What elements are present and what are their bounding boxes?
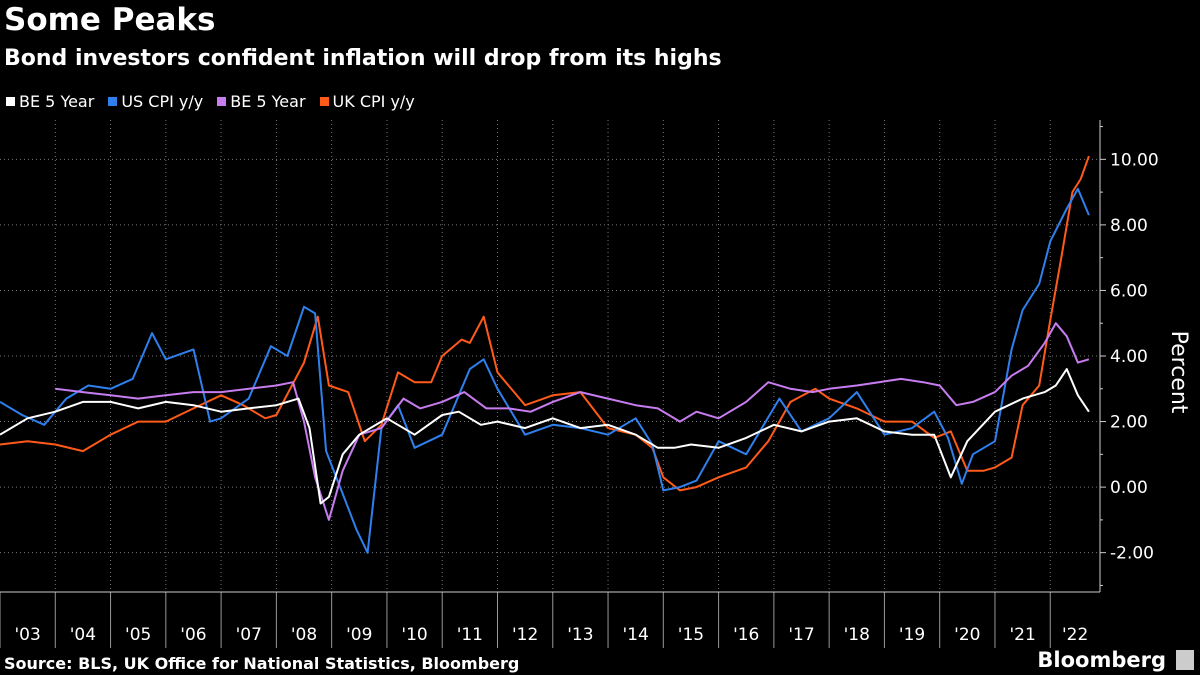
y-tick-label: -2.00 [1110, 544, 1154, 564]
series-line-uk-cpi-y-y-3 [0, 155, 1090, 492]
x-tick-label: '17 [788, 625, 814, 645]
x-tick-label: '09 [346, 625, 372, 645]
series-line-be-5-year-0 [0, 368, 1090, 505]
y-tick-label: 8.00 [1110, 216, 1148, 236]
y-tick-label: 4.00 [1110, 347, 1148, 367]
x-tick-label: '06 [180, 625, 206, 645]
bloomberg-logo-icon [1176, 650, 1194, 670]
y-tick-label: 2.00 [1110, 413, 1148, 433]
x-tick-label: '12 [512, 625, 538, 645]
series-line-be-5-year-2 [55, 322, 1090, 521]
legend-item-be5-uk: BE 5 Year [217, 92, 306, 111]
legend-swatch [217, 97, 227, 106]
y-tick-label: 0.00 [1110, 478, 1148, 498]
legend-swatch [108, 97, 118, 106]
x-tick-label: '10 [401, 625, 427, 645]
series-line-us-cpi-y-y-1 [0, 187, 1090, 554]
legend-item-us-cpi: US CPI y/y [108, 92, 203, 111]
x-tick-label: '21 [1009, 625, 1035, 645]
x-tick-label: '11 [457, 625, 483, 645]
y-tick-label: 6.00 [1110, 281, 1148, 301]
x-tick-label: '15 [678, 625, 704, 645]
legend-label: UK CPI y/y [332, 92, 415, 111]
x-tick-label: '18 [844, 625, 870, 645]
y-tick-label: 10.00 [1110, 150, 1159, 170]
x-tick-label: '07 [236, 625, 262, 645]
x-tick-label: '13 [567, 625, 593, 645]
x-tick-label: '14 [623, 625, 649, 645]
chart-axes: -2.00 0.00 2.00 4.00 6.00 8.00 10.00 '03 '04 '05 '… [0, 120, 1159, 648]
x-tick-label: '22 [1062, 625, 1088, 645]
chart-series [0, 155, 1090, 554]
legend-swatch [319, 97, 329, 106]
chart-subtitle: Bond investors confident inflation will … [4, 46, 722, 71]
source-note: Source: BLS, UK Office for National Stat… [4, 654, 520, 673]
x-tick-label: '03 [14, 625, 40, 645]
legend-label: US CPI y/y [121, 92, 204, 111]
x-tick-label: '16 [733, 625, 759, 645]
x-tick-label: '19 [899, 625, 925, 645]
x-tick-label: '05 [125, 625, 151, 645]
chart-legend: BE 5 Year US CPI y/y BE 5 Year UK CPI y/… [6, 92, 429, 111]
legend-item-be5-us: BE 5 Year [6, 92, 94, 111]
bloomberg-logo: Bloomberg [1037, 648, 1166, 672]
legend-item-uk-cpi: UK CPI y/y [319, 92, 415, 111]
x-tick-label: '20 [954, 625, 980, 645]
x-tick-label: '04 [70, 625, 96, 645]
legend-label: BE 5 Year [230, 92, 306, 111]
x-tick-label: '08 [291, 625, 317, 645]
legend-swatch [6, 97, 15, 106]
chart-title: Some Peaks [4, 2, 216, 38]
chart-grid [0, 120, 1100, 592]
legend-label: BE 5 Year [19, 92, 95, 111]
y-axis-label: Percent [1166, 331, 1191, 414]
